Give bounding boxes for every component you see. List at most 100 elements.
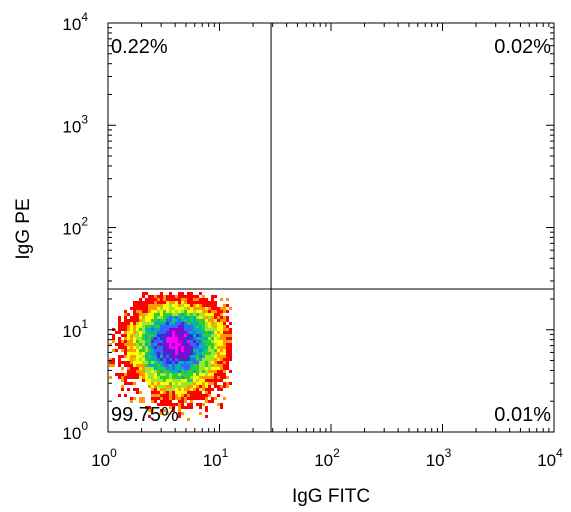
density-cell [160, 328, 163, 331]
density-cell [133, 331, 136, 334]
density-cell [217, 388, 220, 391]
density-cell [226, 361, 229, 364]
density-cell [163, 337, 166, 340]
density-cell [178, 385, 181, 388]
density-cell [202, 295, 205, 298]
density-cell [133, 376, 136, 379]
density-cell [181, 343, 184, 346]
density-cell [214, 352, 217, 355]
density-cell [151, 319, 154, 322]
density-cell [139, 304, 142, 307]
density-cell [118, 376, 121, 379]
density-cell [199, 403, 202, 406]
density-cell [130, 373, 133, 376]
density-cell [160, 334, 163, 337]
density-cell [223, 310, 226, 313]
density-cell [175, 319, 178, 322]
density-cell [190, 322, 193, 325]
density-cell [190, 397, 193, 400]
density-cell [178, 367, 181, 370]
density-cell [169, 358, 172, 361]
density-cell [112, 337, 115, 340]
density-cell [157, 328, 160, 331]
density-cell [190, 358, 193, 361]
density-cell [223, 370, 226, 373]
density-cell [127, 328, 130, 331]
density-cell [136, 304, 139, 307]
density-cell [139, 319, 142, 322]
density-cell [121, 346, 124, 349]
density-cell [160, 355, 163, 358]
density-cell [184, 361, 187, 364]
density-cell [175, 325, 178, 328]
density-cell [226, 382, 229, 385]
density-cell [175, 364, 178, 367]
density-cell [214, 379, 217, 382]
density-cell [202, 352, 205, 355]
density-cell [178, 316, 181, 319]
density-cell [124, 376, 127, 379]
density-cell [187, 319, 190, 322]
density-cell [181, 403, 184, 406]
density-cell [211, 400, 214, 403]
density-cell [166, 310, 169, 313]
density-cell [190, 346, 193, 349]
x-axis-label: IgG FITC [292, 486, 370, 507]
density-cell [154, 337, 157, 340]
density-cell [196, 307, 199, 310]
density-cell [151, 322, 154, 325]
density-cell [211, 376, 214, 379]
density-cell [133, 328, 136, 331]
density-cell [193, 301, 196, 304]
density-cell [160, 391, 163, 394]
density-cell [178, 310, 181, 313]
density-cell [148, 409, 151, 412]
density-cell [151, 394, 154, 397]
density-cell [202, 355, 205, 358]
density-cell [205, 349, 208, 352]
density-cell [142, 352, 145, 355]
density-cell [133, 337, 136, 340]
density-cell [199, 322, 202, 325]
density-cell [199, 307, 202, 310]
density-cell [163, 325, 166, 328]
density-cell [223, 397, 226, 400]
density-cell [199, 301, 202, 304]
density-cell [223, 322, 226, 325]
density-cell [214, 319, 217, 322]
density-cell [205, 355, 208, 358]
density-cell [157, 346, 160, 349]
density-cell [211, 364, 214, 367]
density-cell [121, 349, 124, 352]
density-cell [199, 313, 202, 316]
density-cell [190, 301, 193, 304]
density-cell [175, 307, 178, 310]
density-cell [175, 301, 178, 304]
density-cell [124, 328, 127, 331]
density-cell [163, 343, 166, 346]
density-cell [157, 352, 160, 355]
density-cell [190, 334, 193, 337]
density-cell [220, 346, 223, 349]
density-cell [181, 373, 184, 376]
density-cell [124, 379, 127, 382]
density-cell [160, 301, 163, 304]
density-cell [175, 388, 178, 391]
density-cell [166, 391, 169, 394]
density-cell [214, 295, 217, 298]
density-cell [226, 343, 229, 346]
density-cell [148, 304, 151, 307]
density-cell [175, 304, 178, 307]
density-cell [202, 379, 205, 382]
density-cell [220, 340, 223, 343]
density-cloud [109, 292, 232, 421]
density-cell [154, 298, 157, 301]
density-cell [214, 367, 217, 370]
density-cell [148, 355, 151, 358]
density-cell [145, 331, 148, 334]
density-cell [130, 400, 133, 403]
density-cell [211, 367, 214, 370]
density-cell [199, 391, 202, 394]
density-cell [145, 379, 148, 382]
density-cell [136, 313, 139, 316]
